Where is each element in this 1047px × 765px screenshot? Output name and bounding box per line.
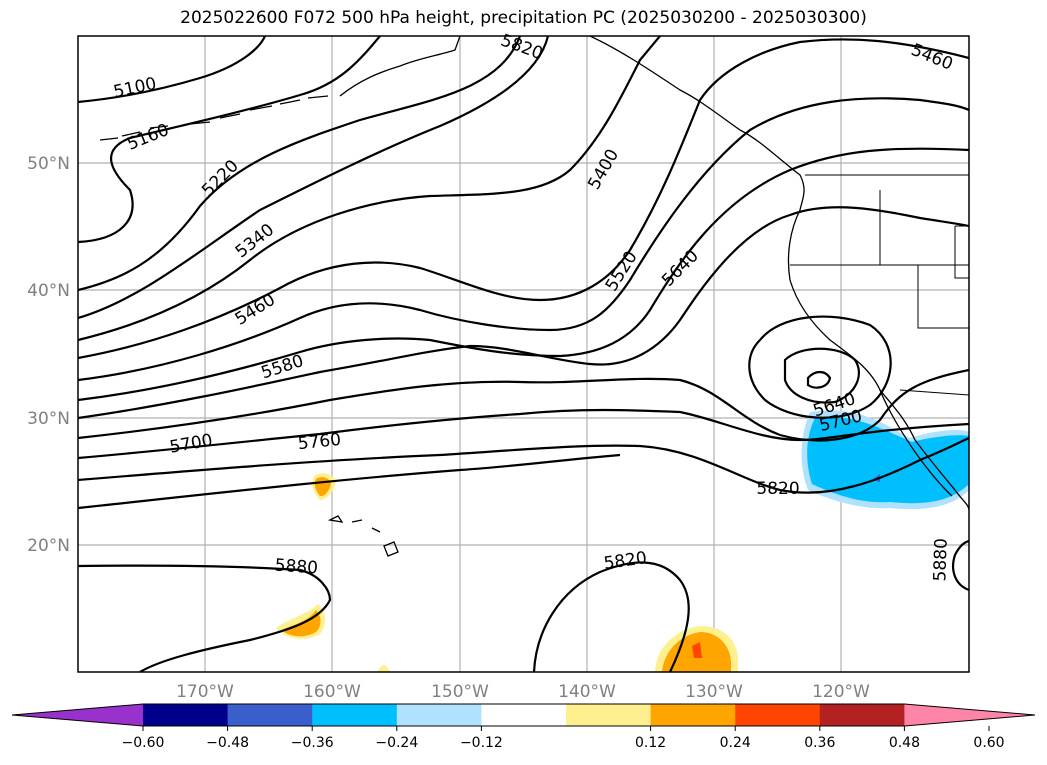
contour-labels: 5100 5160 5220 5340 5460 5580 5700 5760 … — [112, 31, 956, 582]
lat-label: 30°N — [27, 409, 70, 429]
baja-california — [879, 389, 953, 497]
lon-label: 120°W — [812, 682, 870, 702]
contour-5820 — [78, 436, 969, 494]
contour-label: 5460 — [232, 290, 279, 330]
west-coast — [787, 209, 969, 511]
lat-label: 40°N — [27, 281, 70, 301]
height-contours — [78, 36, 969, 672]
contour-label: 5880 — [274, 556, 319, 579]
colorbar-extend-max — [904, 704, 1035, 726]
colorbar-tick-label: 0.24 — [720, 735, 751, 751]
colorbar-segment — [566, 704, 652, 726]
contour-label: 5460 — [908, 40, 956, 75]
contour-label: 5820 — [602, 548, 648, 574]
alaska-coast — [339, 36, 805, 211]
map-frame — [77, 35, 970, 673]
colorbar-segment — [819, 704, 905, 726]
aleutian-islands — [99, 95, 329, 141]
contour-5340 — [78, 36, 550, 320]
contour-5880-east — [952, 539, 969, 592]
coastlines — [99, 36, 969, 557]
lon-label: 170°W — [176, 682, 234, 702]
positive-precip-spot — [692, 642, 702, 658]
contour-5400 — [78, 36, 661, 342]
contour-5100 — [78, 36, 267, 104]
colorbar-tick-label: −0.36 — [291, 735, 334, 751]
longitude-labels: 170°W 160°W 150°W 140°W 130°W 120°W — [176, 682, 870, 702]
colorbar-segment — [481, 704, 567, 726]
contour-5520 — [78, 97, 969, 382]
contour-5160 — [78, 36, 381, 244]
latitude-labels: 50°N 40°N 30°N 20°N — [27, 154, 70, 556]
lat-label: 50°N — [27, 154, 70, 174]
contour-label: 5640 — [658, 246, 703, 291]
hawaii-islands — [327, 515, 399, 557]
contour-5760 — [78, 408, 969, 460]
contour-5520-low — [806, 370, 832, 389]
contour-5880-north — [78, 453, 621, 510]
colorbar: −0.60 −0.48 −0.36 −0.24 −0.12 0.12 0.24 0.36 0.4… — [11, 703, 1036, 751]
lon-label: 150°W — [431, 682, 489, 702]
contour-label: 5820 — [756, 479, 799, 499]
contour-label: 5100 — [112, 74, 158, 103]
contour-5220 — [78, 36, 522, 292]
lat-label: 20°N — [27, 536, 70, 556]
borders — [790, 174, 969, 396]
colorbar-segment — [143, 704, 229, 726]
contour-label: 5580 — [259, 351, 306, 383]
colorbar-segment — [312, 704, 398, 726]
lon-label: 130°W — [685, 682, 743, 702]
negative-precip-area-core — [807, 416, 969, 504]
contour-5580-low — [783, 347, 861, 404]
colorbar-segment — [396, 704, 482, 726]
colorbar-tick-label: −0.24 — [375, 735, 418, 751]
contour-5640-low — [748, 315, 892, 419]
contour-5880-southwest — [78, 564, 332, 672]
colorbar-tick-label: 0.12 — [635, 735, 666, 751]
colorbar-segment — [650, 704, 736, 726]
contour-label: 5160 — [124, 120, 172, 155]
contour-5700 — [78, 368, 969, 442]
colorbar-extend-min — [12, 704, 143, 726]
contour-label: 5400 — [584, 146, 623, 193]
contour-label: 5760 — [297, 430, 342, 454]
lon-label: 160°W — [303, 682, 361, 702]
contour-label: 5700 — [168, 430, 214, 457]
lon-label: 140°W — [558, 682, 616, 702]
colorbar-segment — [227, 704, 313, 726]
colorbar-segment — [735, 704, 821, 726]
colorbar-tick-label: −0.12 — [460, 735, 503, 751]
contour-5460 — [78, 38, 969, 360]
contour-5820-south — [532, 561, 690, 672]
colorbar-tick-label: 0.36 — [804, 735, 835, 751]
colorbar-tick-label: 0.48 — [889, 735, 920, 751]
contour-5640-north — [78, 206, 969, 420]
colorbar-tick-label: −0.60 — [122, 735, 165, 751]
map-title: 2025022600 F072 500 hPa height, precipit… — [180, 8, 867, 28]
colorbar-tick-label: −0.48 — [206, 735, 249, 751]
precipitation-shading — [276, 410, 969, 672]
contour-label: 5880 — [930, 538, 951, 582]
colorbar-tick-label: 0.60 — [973, 735, 1004, 751]
contour-5580 — [78, 147, 969, 402]
